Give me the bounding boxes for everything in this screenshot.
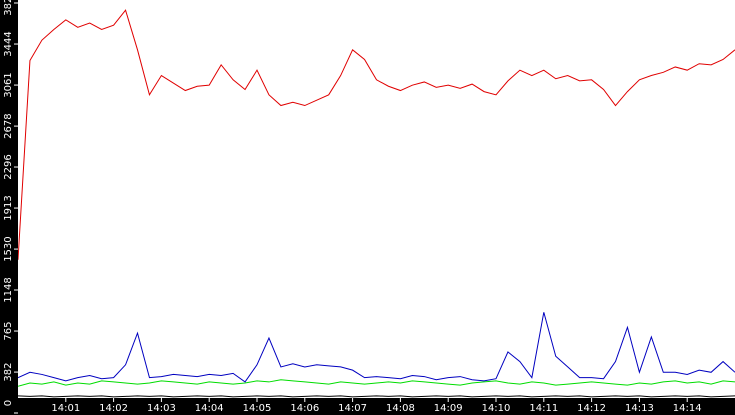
x-tick-label: 14:06 xyxy=(290,403,319,414)
y-tick-label: 2296 xyxy=(3,154,14,179)
x-axis-strip xyxy=(0,398,735,415)
y-tick-label: 1913 xyxy=(3,195,14,220)
x-tick-label: 14:02 xyxy=(99,403,128,414)
x-tick-label: 14:09 xyxy=(434,403,463,414)
y-tick-label: 2678 xyxy=(3,113,14,138)
x-tick-label: 14:08 xyxy=(386,403,415,414)
y-axis-strip xyxy=(0,0,18,415)
x-tick-label: 14:10 xyxy=(482,403,511,414)
x-tick-label: 14:13 xyxy=(625,403,654,414)
x-tick-label: 14:11 xyxy=(529,403,558,414)
y-tick-label: 3827 xyxy=(3,0,14,16)
y-tick-label: 382 xyxy=(3,363,14,382)
x-tick-label: 14:05 xyxy=(243,403,272,414)
plot-area xyxy=(18,0,735,398)
x-tick-label: 14:14 xyxy=(673,403,702,414)
x-tick-label: 14:03 xyxy=(147,403,176,414)
y-tick-label: 0 xyxy=(3,400,14,406)
x-tick-label: 14:01 xyxy=(51,403,80,414)
series-layer xyxy=(18,9,735,398)
y-tick-label: 1148 xyxy=(3,277,14,302)
series-line xyxy=(18,379,735,387)
y-tick-label: 765 xyxy=(3,321,14,340)
series-line xyxy=(18,395,735,398)
x-tick-label: 14:04 xyxy=(195,403,224,414)
x-tick-label: 14:12 xyxy=(577,403,606,414)
y-tick-label: 3061 xyxy=(3,72,14,97)
series-line xyxy=(18,9,735,260)
y-tick-label: 1530 xyxy=(3,236,14,261)
series-line xyxy=(18,312,735,383)
y-tick-label: 3444 xyxy=(3,31,14,56)
x-tick-label: 14:07 xyxy=(338,403,367,414)
